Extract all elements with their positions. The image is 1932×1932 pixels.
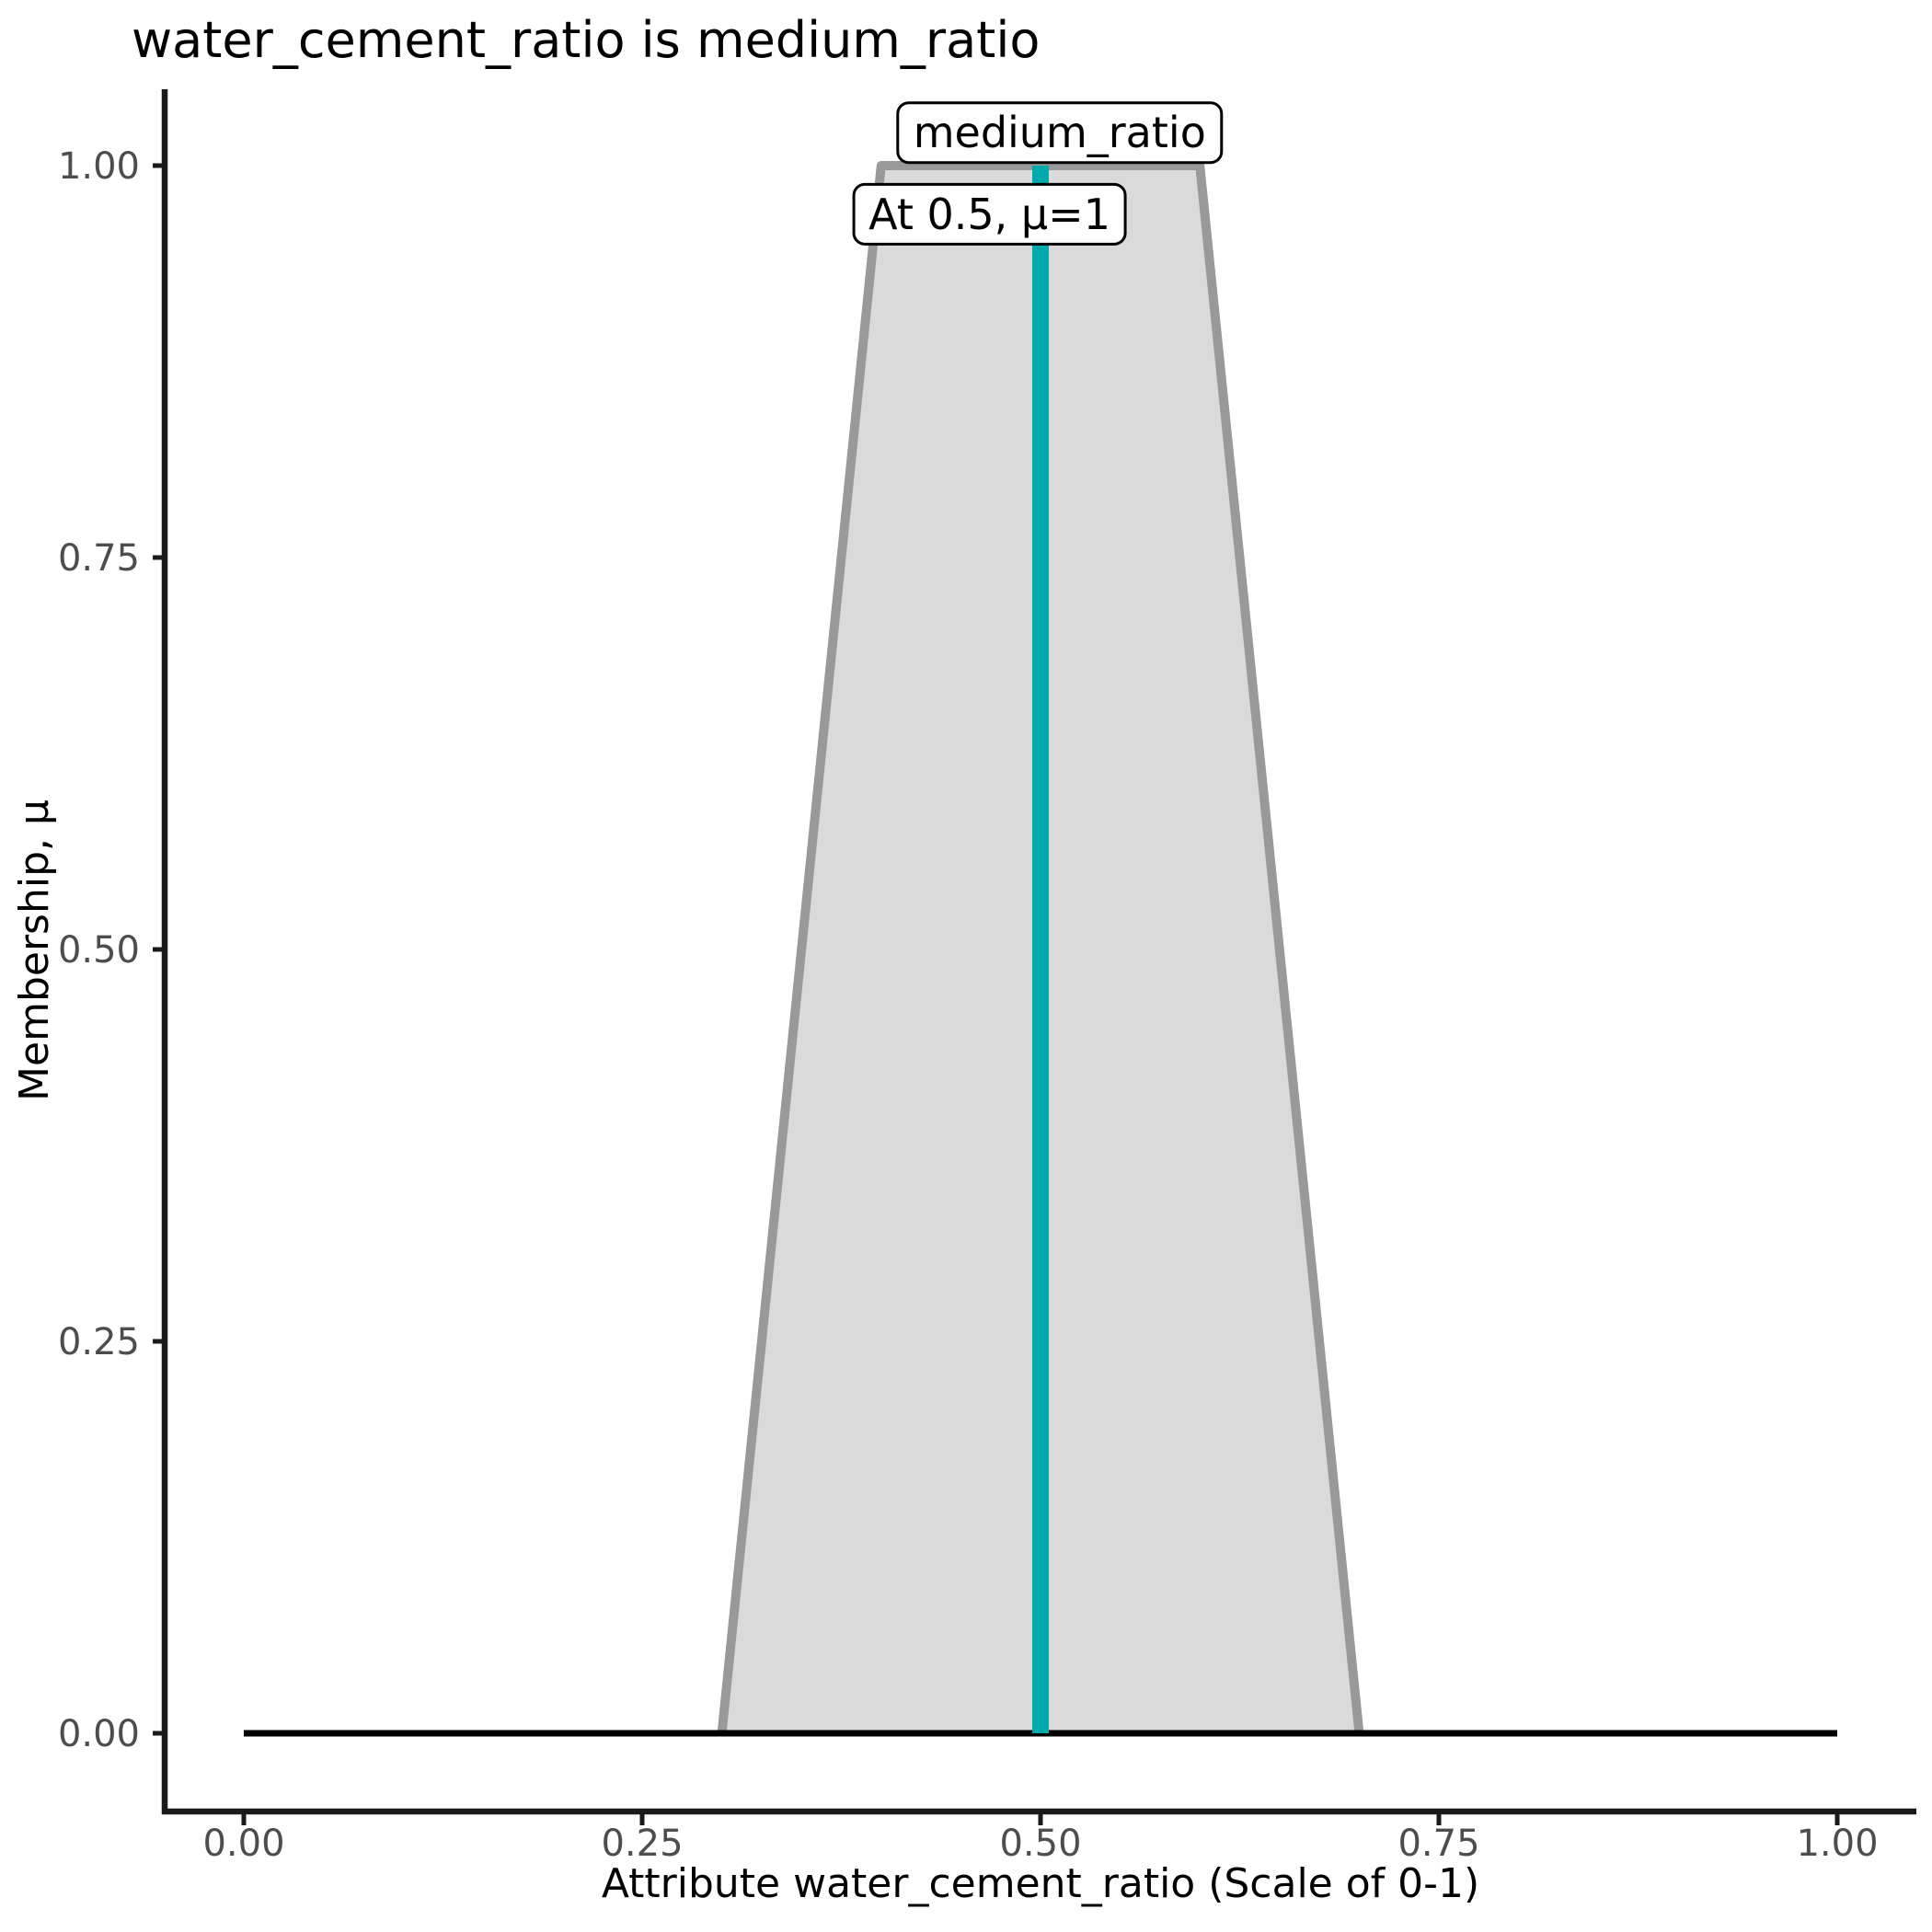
y-axis-title: Membership, μ [11, 799, 58, 1101]
set-label-text: medium_ratio [914, 108, 1206, 157]
x-tick-label: 0.00 [202, 1823, 284, 1865]
y-tick-label: 1.00 [58, 145, 140, 188]
y-tick-label: 0.25 [58, 1321, 140, 1363]
y-tick-label: 0.75 [58, 537, 140, 580]
x-tick-label: 1.00 [1796, 1823, 1878, 1865]
evaluation-label-box [852, 182, 1127, 246]
evaluation-label-callout: At 0.5, μ=1 [852, 182, 1127, 246]
y-tick-label: 0.50 [58, 929, 140, 972]
set-label-box [896, 101, 1224, 165]
y-axis-ticks: 0.00 0.25 0.50 0.75 1.00 [58, 145, 164, 1755]
set-label-callout: medium_ratio [896, 101, 1224, 165]
x-tick-label: 0.75 [1397, 1823, 1479, 1865]
y-tick-label: 0.00 [58, 1713, 140, 1755]
x-tick-label: 0.25 [601, 1823, 683, 1865]
x-tick-label: 0.50 [999, 1823, 1081, 1865]
x-axis-title: Attribute water_cement_ratio (Scale of 0… [602, 1860, 1479, 1907]
evaluation-label-text: At 0.5, μ=1 [868, 190, 1110, 239]
chart-title: water_cement_ratio is medium_ratio [132, 11, 1040, 69]
x-axis-ticks: 0.00 0.25 0.50 0.75 1.00 [202, 1814, 1879, 1865]
